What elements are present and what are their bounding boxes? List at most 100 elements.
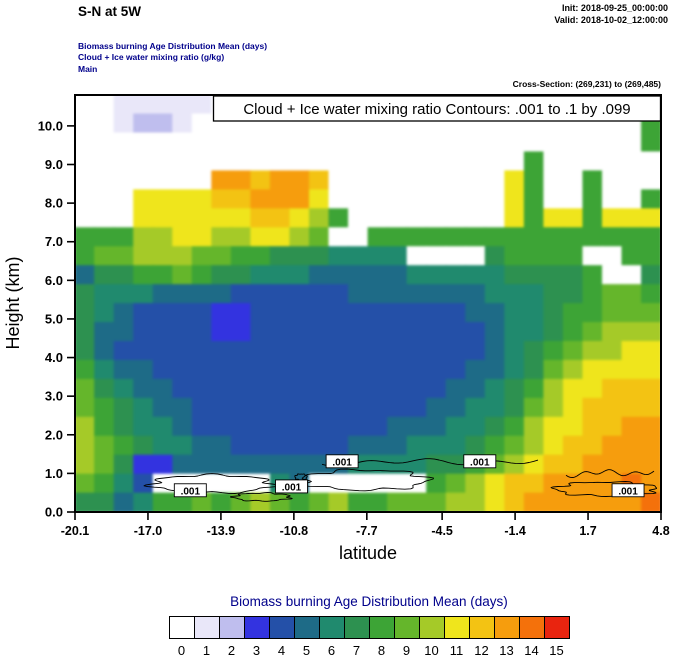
heatmap-cell	[348, 359, 369, 380]
heatmap-cell	[172, 132, 193, 153]
heatmap-cell	[523, 151, 545, 172]
y-tick-label: 5.0	[45, 311, 63, 326]
heatmap-cell	[367, 492, 388, 512]
heatmap-cell	[133, 208, 154, 229]
heatmap-cell	[211, 454, 232, 475]
x-tick-label: -13.9	[207, 524, 236, 538]
y-tick-label: 10.0	[38, 118, 63, 133]
heatmap-cell	[387, 473, 408, 494]
heatmap-cell	[582, 189, 603, 210]
heatmap-cell	[621, 284, 642, 304]
heatmap-cell	[426, 246, 447, 266]
heatmap-cell	[289, 397, 310, 418]
heatmap-cell	[230, 265, 252, 285]
heatmap-cell	[113, 189, 134, 210]
legend-tick-label: 3	[252, 643, 261, 658]
heatmap-cell	[75, 95, 95, 115]
heatmap-cell	[211, 227, 232, 248]
heatmap-cell	[269, 227, 291, 248]
heatmap-cell	[289, 454, 310, 475]
heatmap-cell	[367, 341, 388, 361]
heatmap-cell	[445, 265, 467, 285]
heatmap-cell	[523, 208, 545, 229]
variable-list: Biomass burning Age Distribution Mean (d…	[78, 41, 267, 75]
heatmap-cell	[523, 359, 545, 380]
heatmap-cell	[328, 492, 349, 512]
heatmap-cell	[309, 208, 330, 229]
heatmap-cell	[562, 359, 584, 380]
heatmap-cell	[426, 151, 447, 172]
heatmap-cell	[406, 246, 427, 266]
heatmap-cell	[289, 208, 310, 229]
heatmap-cell	[562, 416, 584, 437]
heatmap-cell	[75, 378, 95, 399]
heatmap-cell	[523, 132, 545, 153]
legend-tick-label: 12	[474, 643, 489, 658]
heatmap-cell	[133, 492, 154, 512]
heatmap-cell	[543, 284, 564, 304]
heatmap-cell	[543, 416, 564, 437]
heatmap-cell	[211, 322, 232, 342]
heatmap-cell	[152, 454, 174, 475]
heatmap-cell	[406, 303, 427, 323]
heatmap-cell	[621, 208, 642, 229]
heatmap-cell	[582, 208, 603, 229]
y-tick-label: 9.0	[45, 157, 63, 172]
heatmap-cell	[191, 435, 213, 456]
heatmap-cell	[348, 397, 369, 418]
heatmap-cell	[465, 227, 486, 248]
heatmap-cell	[309, 284, 330, 304]
heatmap-cell	[269, 397, 291, 418]
heatmap-cell	[75, 208, 95, 229]
heatmap-cell	[172, 265, 193, 285]
heatmap-cell	[328, 378, 349, 399]
heatmap-cell	[348, 208, 369, 229]
heatmap-cell	[641, 246, 661, 266]
heatmap-cell	[484, 378, 506, 399]
page-title: S-N at 5W	[78, 4, 142, 19]
heatmap-cell	[582, 492, 603, 512]
heatmap-cell	[367, 189, 388, 210]
heatmap-cell	[367, 265, 388, 285]
heatmap-cell	[191, 359, 213, 380]
heatmap-cell	[211, 473, 232, 494]
heatmap-cell	[269, 170, 291, 191]
heatmap-cell	[367, 303, 388, 323]
heatmap-cell	[504, 473, 525, 494]
legend-color-1	[195, 617, 220, 638]
heatmap-cell	[562, 303, 584, 323]
heatmap-cell	[445, 473, 467, 494]
variable-contour: Cloud + Ice water mixing ratio (g/kg)	[78, 52, 225, 63]
heatmap-cell	[504, 265, 525, 285]
heatmap-cell	[543, 227, 564, 248]
heatmap-cell	[113, 416, 134, 437]
heatmap-cell	[152, 359, 174, 380]
heatmap-cell	[113, 208, 134, 229]
heatmap-cell	[309, 473, 330, 494]
heatmap-cell	[113, 265, 134, 285]
heatmap-cell	[289, 322, 310, 342]
heatmap-cell	[75, 265, 95, 285]
heatmap-cell	[426, 359, 447, 380]
heatmap-cell	[543, 492, 564, 512]
heatmap-cell	[602, 492, 623, 512]
heatmap-cell	[582, 322, 603, 342]
heatmap-cell	[211, 132, 232, 153]
heatmap-cell	[133, 284, 154, 304]
axes-layer: 0.0 1.0 2.0 3.0 4.0 5.0 6.0 7.0 8.0 9.0 10.0 -20.1 -…	[38, 118, 670, 538]
heatmap-cell	[230, 132, 252, 153]
heatmap-cell	[582, 246, 603, 266]
heatmap-cell	[641, 132, 661, 153]
x-tick-label: 1.7	[579, 524, 596, 538]
mixing-ratio-contour-layer: .001 .001 .001 .001 .001	[143, 454, 658, 502]
heatmap-cell	[445, 227, 467, 248]
heatmap-cell	[289, 265, 310, 285]
heatmap-cell	[269, 303, 291, 323]
heatmap-cell	[484, 208, 506, 229]
heatmap-cell	[602, 132, 623, 153]
heatmap-cell	[445, 492, 467, 512]
heatmap-cell	[211, 492, 232, 512]
heatmap-cell	[465, 359, 486, 380]
heatmap-cell	[211, 265, 232, 285]
heatmap-cell	[211, 246, 232, 266]
